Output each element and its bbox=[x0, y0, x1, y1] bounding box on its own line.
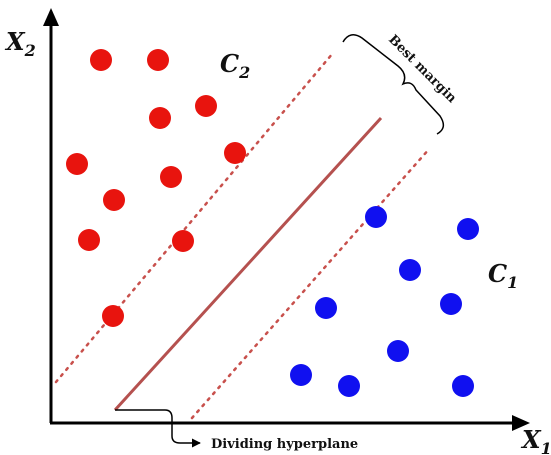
c2-point bbox=[224, 142, 246, 164]
class-c2-label: C2 bbox=[220, 49, 250, 82]
c2-point bbox=[149, 107, 171, 129]
c2-point bbox=[172, 230, 194, 252]
c2-point bbox=[66, 153, 88, 175]
c2-point bbox=[103, 189, 125, 211]
c2-point bbox=[102, 305, 124, 327]
c2-point bbox=[90, 49, 112, 71]
class-c2-points bbox=[66, 49, 246, 327]
c1-point bbox=[290, 364, 312, 386]
y-axis-label: X2 bbox=[4, 27, 36, 60]
x-axis-arrow-icon bbox=[512, 415, 530, 431]
c2-point bbox=[160, 166, 182, 188]
c1-point bbox=[338, 375, 360, 397]
hyperplane-callout-line bbox=[115, 409, 201, 448]
dividing-hyperplane bbox=[113, 116, 383, 412]
c1-point bbox=[399, 259, 421, 281]
margin-label: Best margin bbox=[385, 32, 459, 106]
hyperplane-label: Dividing hyperplane bbox=[211, 437, 358, 452]
c1-point bbox=[315, 297, 337, 319]
c1-point bbox=[440, 293, 462, 315]
c1-point bbox=[457, 218, 479, 240]
upper-margin-line bbox=[54, 51, 335, 384]
y-axis-arrow-icon bbox=[43, 8, 59, 26]
margin-brace bbox=[342, 34, 445, 135]
c2-point bbox=[147, 49, 169, 71]
x-axis-label: X1 bbox=[520, 425, 551, 455]
c1-point bbox=[452, 375, 474, 397]
c2-point bbox=[78, 229, 100, 251]
c1-point bbox=[387, 340, 409, 362]
c2-point bbox=[195, 95, 217, 117]
class-c1-label: C1 bbox=[488, 259, 518, 292]
c1-point bbox=[365, 206, 387, 228]
class-c1-points bbox=[290, 206, 479, 397]
